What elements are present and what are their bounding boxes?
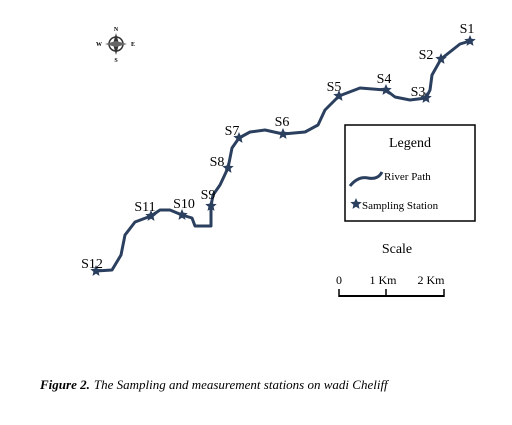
compass-s: S <box>114 58 118 64</box>
station-marker <box>333 90 345 101</box>
compass-e: E <box>131 42 135 48</box>
station-marker <box>435 53 447 64</box>
station-label: S6 <box>275 115 290 130</box>
compass-w: W <box>96 42 102 48</box>
station-label: S8 <box>210 155 225 170</box>
station-marker <box>380 84 392 95</box>
station-marker <box>420 92 432 103</box>
station-marker <box>176 209 188 220</box>
legend-river-icon <box>348 171 384 187</box>
station-marker <box>350 198 362 209</box>
station-label: S7 <box>225 124 240 139</box>
station-marker <box>145 210 157 221</box>
scale-label: 2 Km <box>418 273 446 287</box>
station-label: S10 <box>173 197 195 212</box>
station-label: S3 <box>411 85 426 100</box>
compass: N S E W <box>96 27 135 64</box>
legend-river-label: River Path <box>384 171 431 183</box>
caption-text: The Sampling and measurement stations on… <box>94 377 390 392</box>
station-label: S1 <box>460 22 475 37</box>
station-marker <box>277 128 289 139</box>
station-label: S5 <box>327 80 342 95</box>
station-marker <box>222 162 234 173</box>
caption-label: Figure 2. <box>39 377 90 392</box>
station-marker <box>464 35 476 46</box>
scale-title: Scale <box>382 242 412 257</box>
station-label: S2 <box>419 48 434 63</box>
scale-label: 1 Km <box>370 273 398 287</box>
scale-bar <box>338 289 445 297</box>
compass-n: N <box>114 27 119 33</box>
station-label: S11 <box>134 200 155 215</box>
station-label: S12 <box>81 257 103 272</box>
station-marker <box>205 200 217 211</box>
station-marker <box>90 265 102 276</box>
station-label: S9 <box>201 188 216 203</box>
stations: S1 S2 S3 S4 S5 S6 S7 S8 S9 S10 S11 S12 <box>81 22 476 276</box>
compass-needle <box>105 41 127 47</box>
legend-station-label: Sampling Station <box>362 200 439 212</box>
station-marker <box>233 132 245 143</box>
station-label: S4 <box>377 72 392 87</box>
legend-box <box>344 124 476 222</box>
legend-station-icon <box>350 198 362 209</box>
scale-label: 0 <box>336 273 342 287</box>
caption: Figure 2. The Sampling and measurement st… <box>39 377 390 392</box>
legend-title: Legend <box>389 136 431 151</box>
